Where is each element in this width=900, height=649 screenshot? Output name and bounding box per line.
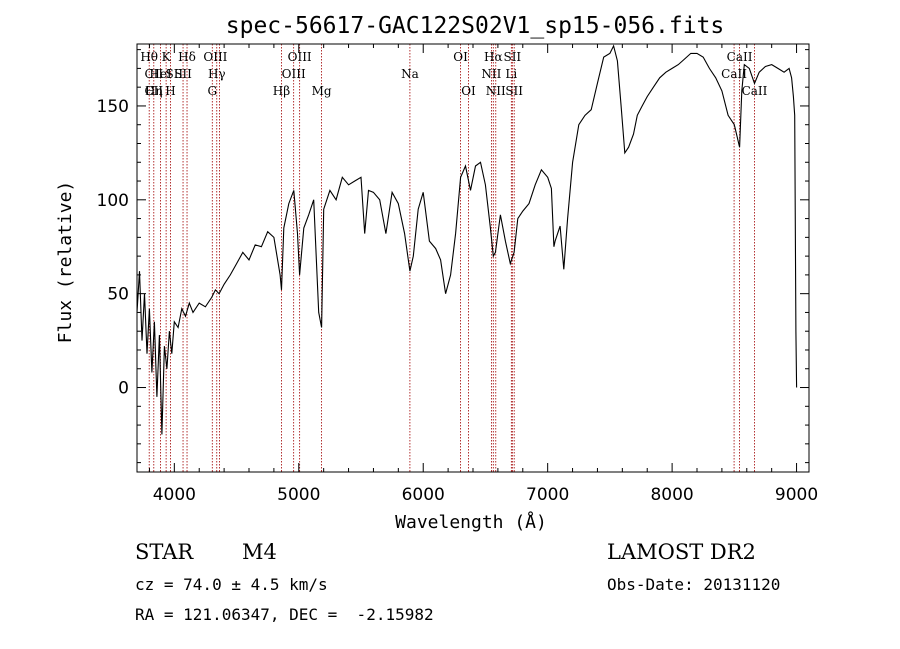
line-id-label: NII xyxy=(486,84,506,98)
line-id-label: OIII xyxy=(203,50,227,64)
x-tick-label: 9000 xyxy=(775,485,818,505)
x-tick-label: 5000 xyxy=(277,485,320,505)
y-axis-label: Flux (relative) xyxy=(55,181,76,344)
line-id-label: CII xyxy=(144,84,163,98)
x-axis-label: Wavelength (Å) xyxy=(395,511,547,533)
y-tick-label: 50 xyxy=(107,285,129,305)
ra-dec: RA = 121.06347, DEC = -2.15982 xyxy=(135,605,434,624)
y-axis-ticks: 0 50 100 150 xyxy=(97,49,809,464)
line-id-label: Na xyxy=(401,67,419,81)
line-id-label: NII xyxy=(481,67,501,81)
line-id-label: OIII xyxy=(288,50,312,64)
object-class: STAR xyxy=(135,540,194,564)
x-tick-label: 6000 xyxy=(402,485,445,505)
line-id-label: SII xyxy=(505,84,523,98)
line-id-label: G xyxy=(207,84,217,98)
chart-title: spec-56617-GAC122S02V1_sp15-056.fits xyxy=(226,13,725,39)
line-id-label: Hθ xyxy=(140,50,158,64)
line-id-label: CaII xyxy=(742,84,768,98)
line-id-label: K xyxy=(162,50,172,64)
line-id-label: SII xyxy=(503,50,521,64)
spectrum-line xyxy=(136,44,798,435)
line-id-label: Hη xyxy=(145,84,163,98)
x-axis-ticks: 4000 5000 6000 7000 8000 9000 xyxy=(148,44,818,505)
line-id-label: CaII xyxy=(727,50,753,64)
line-id-label: H xyxy=(165,84,175,98)
y-tick-label: 150 xyxy=(97,97,129,117)
observation-date: Obs-Date: 20131120 xyxy=(607,575,781,594)
line-id-label: OI xyxy=(453,50,468,64)
x-tick-label: 4000 xyxy=(153,485,196,505)
y-tick-label: 0 xyxy=(118,379,129,399)
object-subclass: M4 xyxy=(242,540,277,564)
line-id-label: SII xyxy=(174,67,192,81)
line-id-label: Hα xyxy=(484,50,503,64)
line-id-label: HeI xyxy=(149,67,172,81)
line-id-label: OIII xyxy=(282,67,306,81)
line-id-label: SII xyxy=(165,67,183,81)
line-id-label: OI xyxy=(461,84,476,98)
redshift-cz: cz = 74.0 ± 4.5 km/s xyxy=(135,575,328,594)
survey-name: LAMOST DR2 xyxy=(607,540,756,564)
line-id-label: Mg xyxy=(312,84,332,98)
plot-frame xyxy=(136,43,810,473)
line-id-label: Hγ xyxy=(208,67,226,81)
line-id-label: CII xyxy=(144,67,163,81)
line-id-label: CaII xyxy=(721,67,747,81)
x-tick-label: 8000 xyxy=(650,485,693,505)
line-id-label: Hδ xyxy=(178,50,196,64)
y-tick-label: 100 xyxy=(97,191,129,211)
x-tick-label: 7000 xyxy=(526,485,569,505)
line-id-label: Hβ xyxy=(273,84,290,98)
line-id-label: Li xyxy=(505,67,517,81)
